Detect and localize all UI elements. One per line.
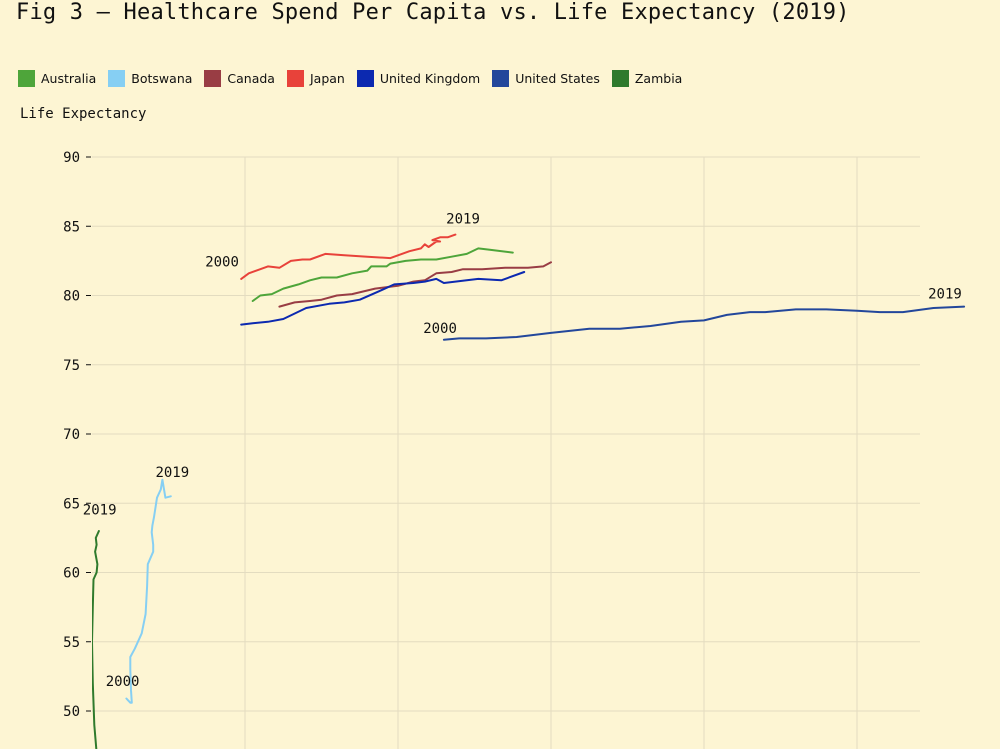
chart-title: Fig 3 – Healthcare Spend Per Capita vs. … bbox=[16, 0, 850, 25]
y-tick-label: 85 bbox=[63, 219, 80, 235]
legend-label: Japan bbox=[309, 71, 345, 86]
y-tick-label: 65 bbox=[63, 496, 80, 512]
y-tick-label: 60 bbox=[63, 566, 80, 582]
series-line-canada bbox=[278, 261, 552, 308]
y-tick-label: 90 bbox=[63, 150, 80, 166]
y-tick-label: 70 bbox=[63, 427, 80, 443]
legend-label: Botswana bbox=[131, 71, 193, 86]
year-annotation: 2000 bbox=[205, 254, 239, 270]
series-line-australia bbox=[251, 247, 514, 302]
legend-swatch bbox=[611, 70, 629, 87]
legend-item[interactable]: Japan bbox=[286, 70, 345, 87]
legend-swatch bbox=[108, 70, 126, 87]
gridlines bbox=[92, 156, 920, 749]
annotations: 2019 2000 2019 2000 2019 2019 2000 bbox=[83, 211, 962, 690]
year-annotation: 2000 bbox=[423, 321, 457, 337]
year-annotation: 2019 bbox=[83, 502, 117, 518]
legend-item[interactable]: Zambia bbox=[611, 70, 683, 87]
y-tick-label: 50 bbox=[63, 704, 80, 720]
y-tick-label: 75 bbox=[63, 358, 80, 374]
legend-item[interactable]: Botswana bbox=[108, 70, 192, 87]
y-tick-label: 80 bbox=[63, 289, 80, 305]
year-annotation: 2019 bbox=[446, 211, 480, 227]
legend-swatch bbox=[18, 70, 35, 87]
series-line-botswana bbox=[125, 478, 172, 704]
series-line-united-states bbox=[442, 305, 966, 341]
legend-item[interactable]: Australia bbox=[18, 70, 96, 87]
y-tick-label: 55 bbox=[63, 635, 80, 651]
legend-swatch bbox=[204, 70, 222, 87]
legend-label: United Kingdom bbox=[379, 71, 481, 86]
series-line-japan bbox=[240, 233, 457, 280]
series-line-united-kingdom bbox=[240, 271, 526, 326]
year-annotation: 2019 bbox=[155, 465, 189, 481]
legend-label: United States bbox=[515, 71, 600, 86]
legend-swatch bbox=[356, 70, 374, 87]
legend-item[interactable]: United Kingdom bbox=[356, 70, 481, 87]
legend-label: Australia bbox=[41, 71, 97, 86]
y-axis-label: Life Expectancy bbox=[20, 106, 147, 122]
legend-label: Canada bbox=[227, 71, 275, 86]
legend-item[interactable]: United States bbox=[492, 70, 600, 87]
series-lines bbox=[92, 233, 966, 749]
legend-swatch bbox=[492, 70, 510, 87]
legend-swatch bbox=[286, 70, 304, 87]
legend-item[interactable]: Canada bbox=[204, 70, 275, 87]
legend-label: Zambia bbox=[634, 71, 683, 86]
year-annotation: 2000 bbox=[106, 674, 140, 690]
legend: Australia Botswana Canada Japan United Kingd… bbox=[18, 70, 694, 87]
series-line-zambia bbox=[92, 530, 100, 749]
y-axis: 50 55 60 65 70 75 80 85 90 bbox=[63, 150, 91, 720]
year-annotation: 2019 bbox=[928, 286, 962, 302]
